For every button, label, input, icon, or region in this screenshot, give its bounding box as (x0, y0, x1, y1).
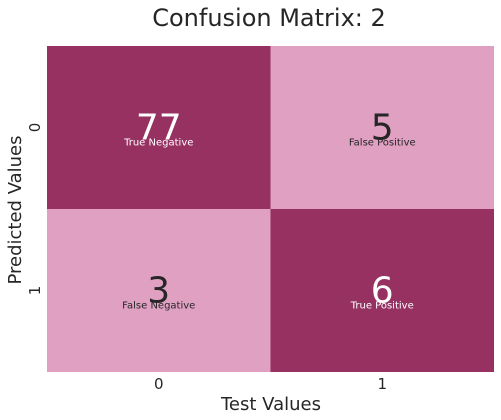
x-tick-0: 0 (154, 375, 164, 393)
cell-label-1-0: False Negative (122, 301, 195, 312)
y-axis-label: Predicted Values (5, 135, 26, 284)
y-tick-labels: 01 (26, 123, 44, 296)
cell-label-0-0: True Negative (123, 138, 193, 149)
y-tick-0: 0 (26, 123, 44, 133)
x-axis-label: Test Values (220, 394, 321, 415)
y-tick-1: 1 (26, 286, 44, 296)
cell-label-0-1: False Positive (349, 138, 416, 149)
x-tick-1: 1 (377, 375, 387, 393)
cell-label-1-1: True Positive (350, 301, 414, 312)
chart-title: Confusion Matrix: 2 (152, 4, 386, 32)
